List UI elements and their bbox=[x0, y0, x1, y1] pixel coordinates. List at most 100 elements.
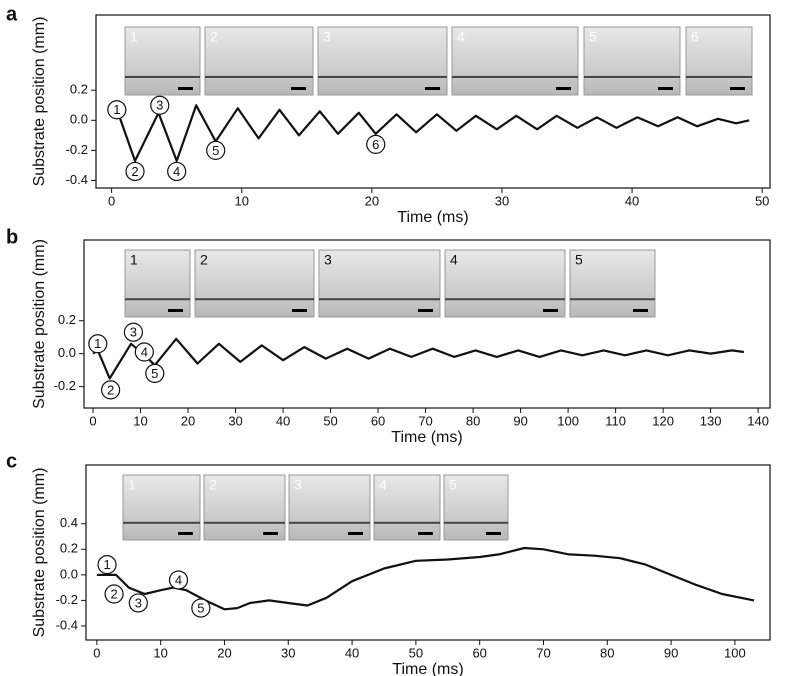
annotation-circle bbox=[366, 134, 386, 154]
annotation-circle bbox=[107, 100, 127, 120]
x-tick-label: 30 bbox=[228, 413, 242, 428]
inset-substrate bbox=[318, 75, 447, 78]
annotation-circle bbox=[134, 342, 154, 362]
x-axis-label: Time (ms) bbox=[391, 429, 462, 446]
inset-scale-bar bbox=[543, 309, 558, 312]
inset-substrate bbox=[374, 521, 440, 524]
inset-photo bbox=[122, 474, 201, 541]
y-tick-label: 0.2 bbox=[58, 312, 76, 327]
x-tick-label: 80 bbox=[600, 645, 614, 660]
x-tick-label: 120 bbox=[652, 413, 674, 428]
annotation-circle bbox=[97, 555, 117, 575]
annotation-circle bbox=[128, 593, 148, 613]
x-tick-label: 40 bbox=[345, 645, 359, 660]
y-axis-label: Substrate position (mm) bbox=[31, 17, 48, 187]
annotation-circle bbox=[167, 161, 187, 182]
y-tick-label: -0.4 bbox=[66, 172, 88, 187]
annotation-circle bbox=[150, 95, 170, 115]
inset-scale-bar bbox=[658, 87, 673, 90]
inset-photo bbox=[194, 249, 315, 318]
x-tick-label: 0 bbox=[108, 193, 115, 208]
x-tick-label: 80 bbox=[466, 413, 480, 428]
annotation-circle bbox=[123, 322, 144, 342]
panel-label: c bbox=[6, 450, 17, 472]
inset-substrate bbox=[452, 75, 578, 78]
inset-photo bbox=[204, 26, 314, 96]
x-tick-label: 20 bbox=[217, 645, 231, 660]
inset-photo bbox=[444, 249, 566, 318]
inset-scale-bar bbox=[178, 532, 193, 535]
x-tick-label: 70 bbox=[418, 413, 432, 428]
inset-substrate bbox=[195, 298, 314, 301]
x-tick-label: 140 bbox=[747, 413, 769, 428]
inset-substrate bbox=[289, 521, 370, 524]
annotation-label: 4 bbox=[141, 344, 148, 359]
inset-label: 3 bbox=[294, 477, 302, 493]
x-tick-label: 130 bbox=[700, 413, 722, 428]
inset-substrate bbox=[123, 521, 200, 524]
inset-photo bbox=[583, 26, 681, 96]
x-tick-label: 30 bbox=[281, 645, 295, 660]
y-tick-label: -0.2 bbox=[54, 378, 76, 393]
inset-label: 5 bbox=[449, 477, 457, 493]
inset-substrate bbox=[204, 521, 285, 524]
inset-scale-bar bbox=[292, 309, 307, 312]
annotation-label: 2 bbox=[107, 382, 114, 397]
inset-substrate bbox=[319, 298, 440, 301]
inset-label: 1 bbox=[130, 29, 138, 45]
inset-photo bbox=[318, 249, 441, 318]
inset-photo bbox=[288, 474, 371, 541]
x-tick-label: 50 bbox=[323, 413, 337, 428]
inset-label: 2 bbox=[200, 252, 208, 268]
annotation-label: 1 bbox=[94, 336, 101, 351]
inset-label: 2 bbox=[210, 29, 218, 45]
annotation-label: 6 bbox=[372, 137, 379, 152]
x-tick-label: 90 bbox=[513, 413, 527, 428]
inset-label: 4 bbox=[450, 252, 458, 268]
panel-label: a bbox=[6, 3, 18, 25]
y-tick-label: 0.0 bbox=[58, 345, 76, 360]
inset-photo bbox=[373, 474, 441, 541]
x-tick-label: 10 bbox=[133, 413, 147, 428]
annotation-circle bbox=[88, 334, 108, 354]
inset-photo bbox=[203, 474, 286, 541]
plot-frame bbox=[85, 464, 771, 641]
inset-photo bbox=[124, 249, 191, 318]
inset-scale-bar bbox=[418, 309, 433, 312]
y-tick-label: -0.2 bbox=[56, 592, 78, 607]
y-tick-label: 0.0 bbox=[60, 566, 78, 581]
x-axis-label: Time (ms) bbox=[397, 209, 468, 226]
annotation-label: 2 bbox=[110, 586, 117, 601]
inset-scale-bar bbox=[425, 87, 440, 90]
x-tick-label: 20 bbox=[181, 413, 195, 428]
inset-substrate bbox=[686, 75, 752, 78]
inset-label: 4 bbox=[457, 29, 465, 45]
inset-scale-bar bbox=[418, 532, 433, 535]
annotation-circle bbox=[101, 380, 121, 400]
inset-scale-bar bbox=[263, 532, 278, 535]
y-tick-label: 0.2 bbox=[70, 82, 88, 97]
x-tick-label: 30 bbox=[495, 193, 509, 208]
x-tick-label: 40 bbox=[276, 413, 290, 428]
inset-scale-bar bbox=[178, 87, 193, 90]
inset-substrate bbox=[444, 521, 508, 524]
y-tick-label: -0.2 bbox=[66, 142, 88, 157]
data-line bbox=[96, 546, 755, 611]
inset-label: 4 bbox=[379, 477, 387, 493]
x-tick-label: 40 bbox=[625, 193, 639, 208]
inset-scale-bar bbox=[633, 309, 648, 312]
annotation-circle bbox=[145, 363, 165, 384]
x-tick-label: 0 bbox=[89, 413, 96, 428]
inset-substrate bbox=[584, 75, 680, 78]
inset-photo bbox=[451, 26, 579, 96]
annotation-circle bbox=[206, 140, 226, 160]
inset-photo bbox=[685, 26, 753, 96]
inset-label: 1 bbox=[128, 477, 136, 493]
inset-label: 3 bbox=[323, 29, 331, 45]
x-tick-label: 50 bbox=[755, 193, 769, 208]
inset-scale-bar bbox=[486, 532, 501, 535]
x-tick-label: 10 bbox=[234, 193, 248, 208]
y-axis-label: Substrate position (mm) bbox=[31, 239, 48, 409]
